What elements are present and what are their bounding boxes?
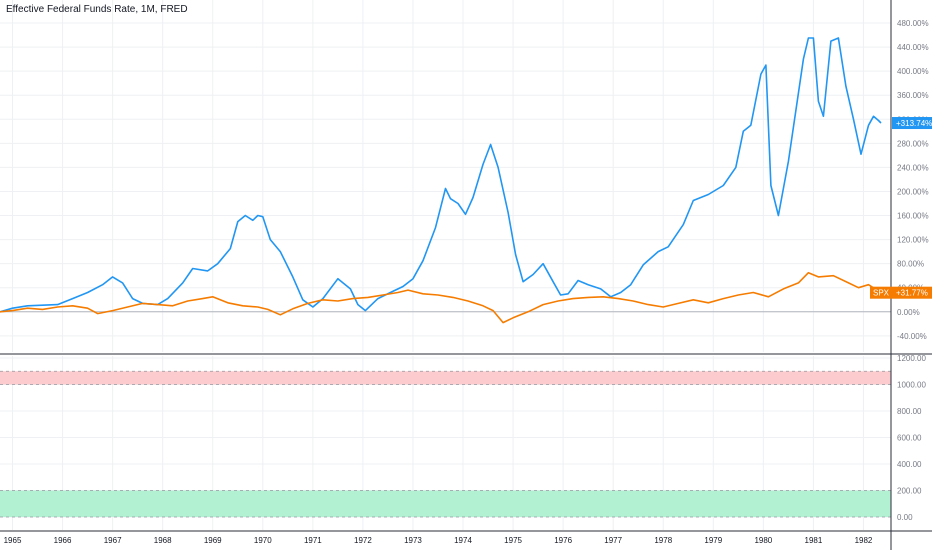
spx-last-value: +31.77% [896,289,928,298]
y-tick-label: 0.00 [897,513,913,522]
y-tick-label: 440.00% [897,43,929,52]
y-tick-label: 80.00% [897,260,924,269]
x-tick-label: 1976 [554,536,572,545]
x-tick-label: 1967 [104,536,122,545]
x-tick-label: 1980 [754,536,772,545]
oversold-band [0,490,891,517]
y-tick-label: 200.00 [897,487,922,496]
x-tick-label: 1966 [54,536,72,545]
x-tick-label: 1979 [704,536,722,545]
x-tick-label: 1969 [204,536,222,545]
spx-series-name: SPX [873,289,890,298]
x-tick-label: 1973 [404,536,422,545]
fedfunds-last-value: +313.74% [896,119,932,128]
x-tick-label: 1977 [604,536,622,545]
x-tick-label: 1965 [4,536,22,545]
y-tick-label: 160.00% [897,212,929,221]
overbought-band [0,371,891,385]
chart-title: Effective Federal Funds Rate, 1M, FRED [6,4,188,15]
fedfunds-line [0,37,882,313]
y-tick-label: 280.00% [897,139,929,148]
x-tick-label: 1970 [254,536,272,545]
y-tick-label: 800.00 [897,407,922,416]
y-tick-label: 400.00% [897,67,929,76]
spx-line [0,271,882,324]
x-tick-label: 1981 [805,536,823,545]
y-tick-label: -40.00% [897,332,927,341]
y-tick-label: 400.00 [897,460,922,469]
y-tick-label: 480.00% [897,19,929,28]
last-value-badge [892,117,932,130]
x-tick-label: 1974 [454,536,472,545]
y-tick-label: 240.00% [897,163,929,172]
x-tick-label: 1978 [654,536,672,545]
x-tick-label: 1972 [354,536,372,545]
x-tick-label: 1968 [154,536,172,545]
y-tick-label: 600.00 [897,434,922,443]
spx-name-badge [870,286,892,299]
last-value-badge [892,286,932,299]
y-tick-label: 360.00% [897,91,929,100]
y-tick-label: 1200.00 [897,354,926,363]
x-tick-label: 1975 [504,536,522,545]
y-tick-label: 0.00% [897,308,920,317]
x-tick-label: 1971 [304,536,322,545]
x-tick-label: 1982 [855,536,873,545]
y-tick-label: 120.00% [897,236,929,245]
y-tick-label: 200.00% [897,187,929,196]
main-pane [0,0,891,352]
y-tick-label: 1000.00 [897,381,926,390]
